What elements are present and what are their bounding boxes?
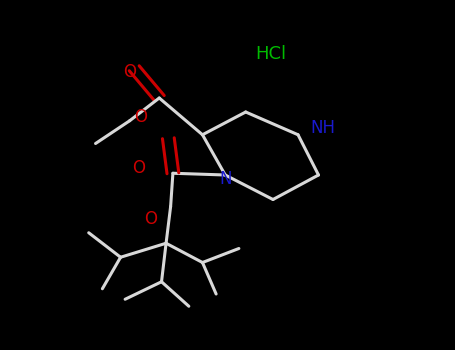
Text: O: O <box>132 159 145 177</box>
Text: O: O <box>135 108 147 126</box>
Text: O: O <box>123 63 136 81</box>
Text: O: O <box>144 210 157 228</box>
Text: N: N <box>219 170 232 188</box>
Text: NH: NH <box>311 119 335 137</box>
Text: HCl: HCl <box>255 45 286 63</box>
